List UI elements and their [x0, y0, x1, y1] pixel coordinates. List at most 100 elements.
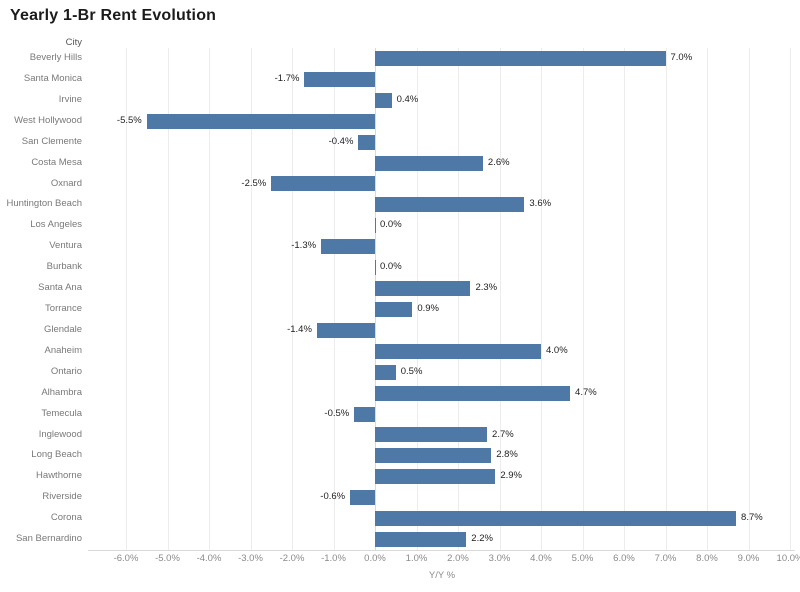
bar-huntington-beach[interactable]: [375, 197, 525, 213]
bar-value-label: 0.0%: [380, 261, 402, 273]
bar-value-label: 0.9%: [417, 303, 439, 314]
bar-inglewood[interactable]: [375, 427, 488, 443]
chart-row: Huntington Beach 3.6%: [0, 194, 800, 215]
chart-row: Inglewood 2.7%: [0, 425, 800, 446]
bar-value-label: -0.6%: [320, 491, 346, 503]
city-label: Los Angeles: [30, 219, 82, 231]
chart-row: West Hollywood -5.5%: [0, 111, 800, 132]
plot-area: Beverly Hills 7.0% Santa Monica -1.7% Irvine…: [0, 48, 800, 550]
bar-ontario[interactable]: [375, 364, 396, 380]
city-label: Huntington Beach: [6, 198, 82, 210]
city-label: Santa Monica: [23, 72, 82, 84]
chart-row: Alhambra 4.7%: [0, 383, 800, 404]
x-tick-label: 0.0%: [364, 553, 386, 564]
bar-corona[interactable]: [375, 511, 737, 527]
city-label: Anaheim: [44, 344, 83, 356]
bar-value-label: 2.9%: [500, 470, 522, 482]
bar-santa-ana[interactable]: [375, 281, 471, 297]
bar-value-label: 2.6%: [487, 156, 510, 168]
chart-row: Los Angeles 0.0%: [0, 215, 800, 236]
x-tick-label: -4.0%: [196, 553, 222, 564]
city-label: San Bernardino: [15, 533, 82, 545]
gridline: [582, 48, 584, 550]
chart-row: San Bernardino 2.2%: [0, 529, 800, 550]
x-tick-label: -6.0%: [113, 553, 139, 564]
city-column-header: City: [65, 37, 82, 48]
city-label: Irvine: [58, 93, 82, 105]
bar-value-label: 8.7%: [741, 512, 763, 524]
gridline: [250, 48, 252, 550]
bar-value-label: 4.0%: [546, 344, 568, 356]
x-tick-label: -5.0%: [155, 553, 180, 564]
bar-torrance[interactable]: [375, 301, 413, 317]
bar-value-label: 3.6%: [529, 198, 552, 210]
bar-value-label: 2.8%: [496, 449, 518, 461]
city-label: Temecula: [41, 407, 82, 419]
bar-value-label: -5.5%: [116, 114, 142, 126]
gridline: [333, 48, 335, 550]
gridline: [416, 48, 418, 550]
gridline: [541, 48, 542, 550]
x-tick-label: 1.0%: [405, 553, 428, 564]
x-tick-label: -3.0%: [238, 553, 263, 564]
bar-west-hollywood[interactable]: [146, 113, 375, 129]
bar-value-label: 7.0%: [670, 52, 693, 63]
bar-value-label: -0.5%: [324, 407, 350, 419]
gridline: [499, 48, 501, 550]
bar-los-angeles[interactable]: [375, 218, 376, 234]
chart-row: Santa Ana 2.3%: [0, 278, 800, 299]
zero-gridline: [375, 48, 376, 550]
bar-burbank[interactable]: [375, 260, 376, 276]
city-label: Beverly Hills: [29, 52, 82, 63]
bar-temecula[interactable]: [354, 406, 375, 422]
bar-value-label: -1.4%: [287, 323, 312, 335]
x-tick-label: 5.0%: [571, 553, 594, 564]
city-label: Alhambra: [41, 386, 82, 398]
bar-san-clemente[interactable]: [358, 134, 375, 150]
bar-value-label: 0.4%: [396, 93, 419, 105]
gridline: [209, 48, 210, 550]
x-tick-label: -1.0%: [321, 553, 346, 564]
gridline: [665, 48, 667, 550]
bar-beverly-hills[interactable]: [375, 50, 666, 66]
chart-row: Riverside -0.6%: [0, 487, 800, 508]
gridline: [790, 48, 791, 550]
bar-long-beach[interactable]: [375, 448, 492, 464]
city-label: San Clemente: [21, 135, 82, 147]
bar-riverside[interactable]: [350, 490, 375, 506]
city-label: Oxnard: [50, 177, 82, 189]
bar-san-bernardino[interactable]: [375, 532, 467, 548]
gridline: [624, 48, 625, 550]
chart-row: Ontario 0.5%: [0, 362, 800, 383]
chart-title: Yearly 1-Br Rent Evolution: [10, 7, 217, 24]
gridline: [707, 48, 708, 550]
bar-oxnard[interactable]: [271, 176, 375, 192]
gridline: [126, 48, 127, 550]
bar-irvine[interactable]: [375, 92, 392, 108]
chart-row: Oxnard -2.5%: [0, 174, 800, 195]
bar-anaheim[interactable]: [375, 343, 541, 359]
bar-glendale[interactable]: [316, 322, 375, 338]
x-tick-label: 9.0%: [737, 553, 760, 564]
chart-row: Corona 8.7%: [0, 508, 800, 529]
chart-row: Beverly Hills 7.0%: [0, 48, 800, 69]
bar-value-label: 2.7%: [492, 428, 514, 440]
chart-row: Ventura -1.3%: [0, 236, 800, 257]
bar-value-label: -1.3%: [291, 240, 317, 252]
gridline: [292, 48, 293, 550]
chart-row: Burbank 0.0%: [0, 257, 800, 278]
bar-alhambra[interactable]: [375, 385, 571, 401]
x-tick-label: 4.0%: [530, 553, 552, 564]
city-label: Inglewood: [38, 428, 82, 440]
bar-value-label: 2.3%: [475, 282, 498, 294]
bar-ventura[interactable]: [321, 239, 375, 255]
bar-costa-mesa[interactable]: [375, 155, 483, 171]
bar-value-label: -1.7%: [274, 72, 300, 84]
bar-santa-monica[interactable]: [304, 71, 375, 87]
bar-hawthorne[interactable]: [375, 469, 496, 485]
bar-value-label: 0.5%: [400, 365, 423, 377]
city-label: Burbank: [46, 261, 82, 273]
x-tick-label: 7.0%: [654, 553, 677, 564]
x-tick-label: -2.0%: [279, 553, 305, 564]
